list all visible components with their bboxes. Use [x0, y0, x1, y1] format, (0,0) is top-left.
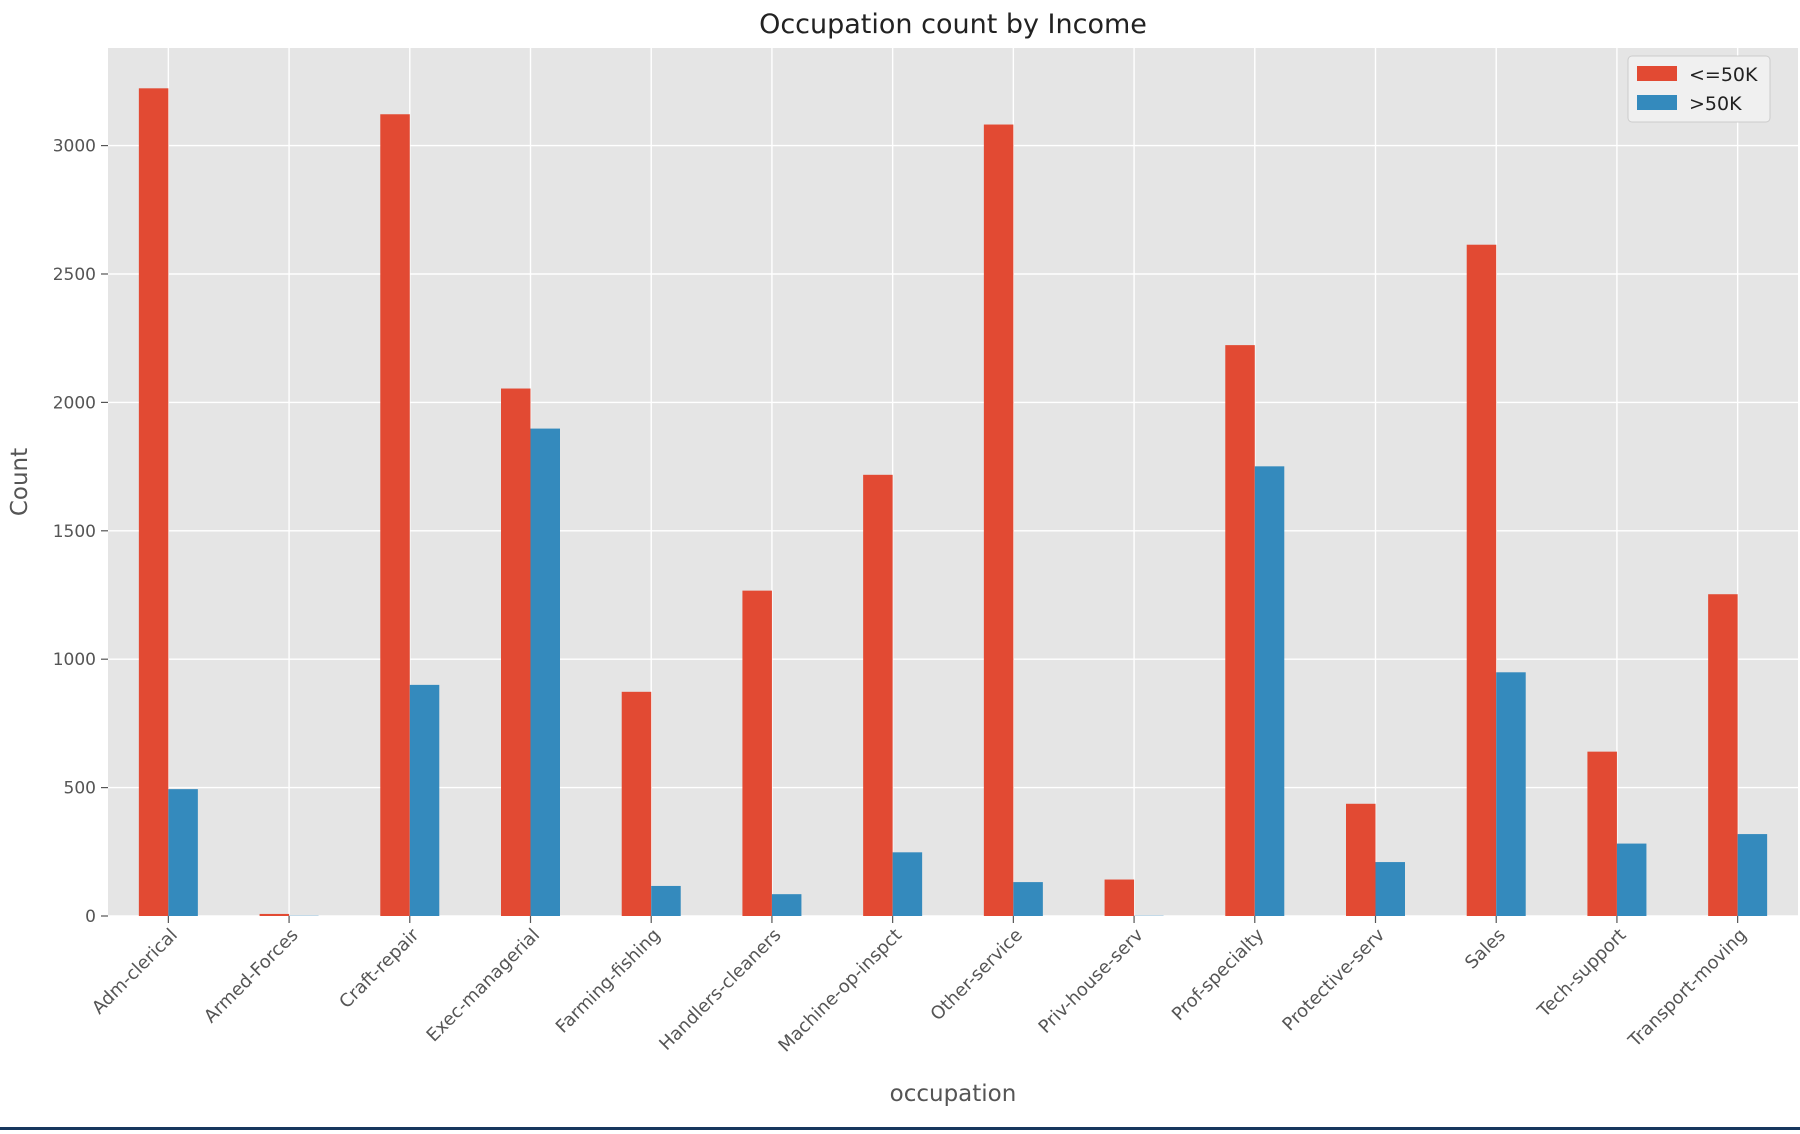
bar-gt50k [1617, 844, 1647, 916]
legend-swatch [1637, 66, 1677, 81]
y-tick-label: 500 [64, 779, 96, 799]
bar-le50k [139, 88, 169, 916]
x-axis-label: occupation [890, 1081, 1017, 1107]
bar-le50k [1708, 594, 1738, 916]
x-tick-label: Machine-op-inspct [774, 925, 906, 1057]
bar-le50k [1587, 752, 1617, 916]
bar-le50k [1105, 880, 1135, 916]
y-tick-label: 0 [85, 907, 96, 927]
plot-area [108, 48, 1798, 916]
bar-gt50k [772, 894, 802, 916]
x-tick-label: Adm-clerical [88, 925, 182, 1019]
x-tick-label: Priv-house-serv [1035, 924, 1148, 1037]
y-tick-label: 1000 [53, 650, 96, 670]
x-tick-label: Exec-managerial [423, 925, 545, 1047]
x-tick-label: Handlers-cleaners [655, 925, 785, 1055]
bar-gt50k [168, 789, 198, 916]
y-tick-label: 1500 [53, 522, 96, 542]
legend-label: <=50K [1689, 64, 1758, 86]
y-tick-label: 2000 [53, 393, 96, 413]
chart-title: Occupation count by Income [759, 9, 1147, 40]
x-tick-label: Transport-moving [1624, 925, 1751, 1052]
bar-gt50k [1738, 834, 1768, 916]
y-tick-label: 2500 [53, 265, 96, 285]
y-tick-label: 3000 [53, 137, 96, 157]
bar-le50k [501, 389, 531, 916]
bar-le50k [380, 114, 410, 916]
bar-gt50k [1255, 466, 1285, 916]
bar-le50k [1225, 345, 1255, 916]
x-tick-label: Craft-repair [335, 924, 423, 1012]
bar-le50k [1467, 245, 1497, 916]
bar-gt50k [651, 886, 681, 916]
legend-label: >50K [1689, 93, 1742, 115]
bar-gt50k [1496, 672, 1526, 916]
bar-le50k [1346, 804, 1376, 916]
bar-gt50k [1013, 882, 1043, 916]
x-tick-label: Tech-support [1533, 925, 1631, 1023]
legend-swatch [1637, 95, 1677, 110]
x-tick-label: Sales [1461, 925, 1510, 974]
x-tick-label: Other-service [927, 925, 1027, 1025]
x-tick-label: Protective-serv [1278, 924, 1389, 1035]
y-axis-label: Count [7, 448, 33, 516]
bar-gt50k [893, 852, 923, 916]
legend: <=50K >50K [1628, 56, 1770, 122]
bar-gt50k [410, 685, 440, 916]
bar-le50k [863, 475, 893, 916]
y-axis: 0 500 1000 1500 2000 2500 3000 [53, 137, 108, 927]
bar-gt50k [531, 429, 561, 916]
bar-le50k [260, 914, 290, 916]
bar-le50k [622, 692, 652, 916]
x-tick-label: Prof-specialty [1168, 924, 1269, 1025]
bar-le50k [984, 125, 1014, 916]
x-tick-label: Armed-Forces [200, 925, 303, 1028]
bar-le50k [742, 591, 772, 916]
bar-gt50k [1376, 862, 1406, 916]
x-tick-label: Farming-fishing [552, 925, 665, 1038]
